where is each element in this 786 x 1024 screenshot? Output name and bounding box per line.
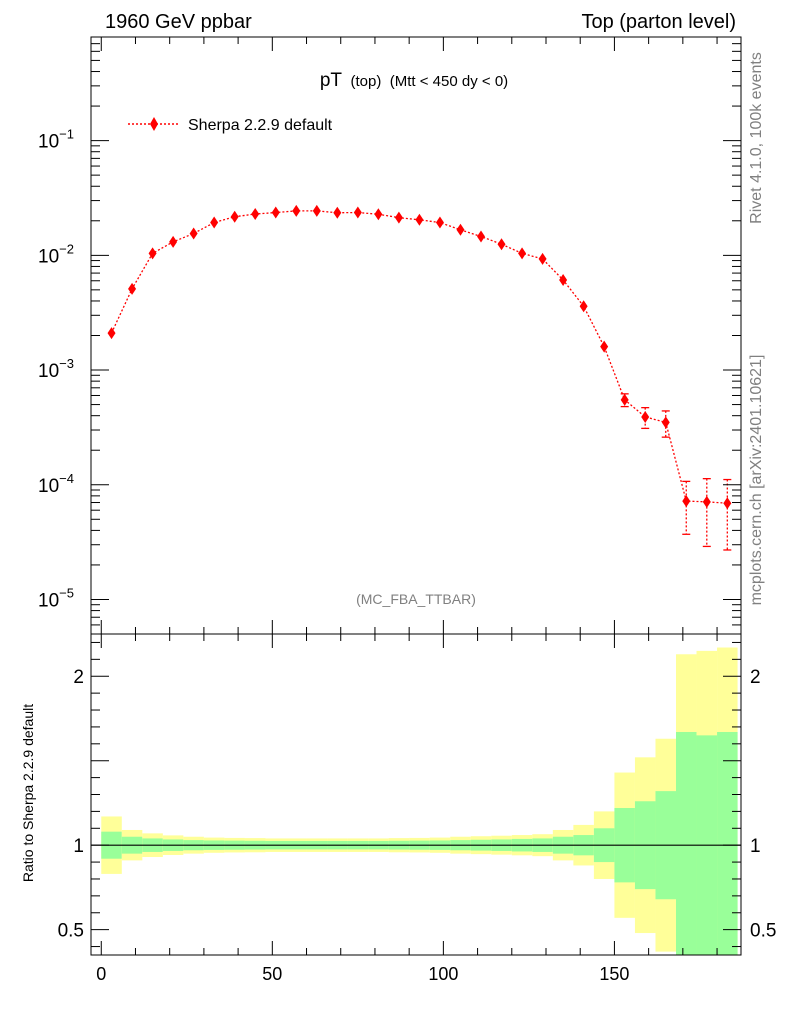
data-point — [251, 208, 260, 221]
ratio-panel-frame — [90, 633, 742, 956]
ratio-y-tick-label-right: 2 — [750, 667, 761, 688]
data-point — [189, 227, 198, 240]
x-tick-label: 150 — [599, 964, 629, 984]
data-point — [435, 216, 444, 229]
x-tick-label: 50 — [262, 964, 282, 984]
ratio-y-tick-label-right: 1 — [750, 836, 761, 857]
y-tick-label-base: 10 — [38, 246, 59, 267]
data-point — [230, 210, 239, 223]
data-point — [559, 273, 568, 286]
plot-title-main: pT — [320, 70, 343, 91]
data-point — [620, 393, 629, 406]
rivet-info-label: Rivet 4.1.0, 100k events — [748, 52, 765, 224]
plot-title-cond: (Mtt < 450 dy < 0) — [390, 73, 508, 90]
data-point — [374, 208, 383, 221]
ratio-y-tick-label: 2 — [73, 667, 84, 688]
data-point — [477, 230, 485, 243]
legend-label: Sherpa 2.2.9 default — [188, 117, 333, 134]
y-tick-label-exponent: −2 — [59, 241, 74, 256]
data-point — [148, 247, 157, 260]
data-point — [538, 252, 547, 265]
legend-diamond-marker — [150, 117, 158, 131]
header-energy-label: 1960 GeV ppbar — [105, 11, 252, 33]
plot-title-sub: (top) — [350, 73, 381, 90]
ratio-bands — [91, 647, 741, 955]
ratio-y-tick-label-right: 0.5 — [750, 921, 776, 942]
y-tick-label-exponent: −3 — [59, 356, 74, 371]
y-tick-label-base: 10 — [38, 590, 59, 611]
analysis-watermark: (MC_FBA_TTBAR) — [356, 591, 476, 607]
panel-frames — [90, 36, 742, 956]
main-series — [107, 204, 732, 551]
data-point — [333, 206, 342, 219]
y-tick-label-exponent: −4 — [59, 471, 74, 486]
x-tick-label: 0 — [96, 964, 106, 984]
data-point — [456, 223, 465, 236]
data-point — [292, 204, 301, 217]
series-connecting-line — [110, 210, 728, 504]
data-point — [169, 235, 178, 248]
y-tick-label: 10−5 — [38, 585, 74, 611]
plot-title: pT (top) (Mtt < 450 dy < 0) — [320, 70, 508, 91]
header-process-label: Top (parton level) — [581, 11, 736, 33]
y-tick-label-exponent: −1 — [59, 127, 74, 142]
data-point — [415, 213, 424, 226]
data-point — [600, 340, 609, 353]
ratio-band-inner — [676, 731, 697, 955]
y-tick-label-base: 10 — [38, 361, 59, 382]
data-point — [353, 206, 362, 219]
data-point — [579, 300, 588, 313]
data-point — [518, 247, 527, 260]
y-tick-label-base: 10 — [38, 132, 59, 153]
data-point — [723, 497, 732, 510]
data-point — [702, 495, 711, 508]
data-point — [107, 327, 116, 340]
y-tick-label-base: 10 — [38, 476, 59, 497]
data-point — [394, 211, 403, 224]
x-tick-label: 100 — [428, 964, 458, 984]
y-tick-label: 10−4 — [38, 471, 74, 497]
ratio-axis-label: Ratio to Sherpa 2.2.9 default — [20, 704, 36, 882]
data-point — [497, 238, 506, 251]
y-tick-label-exponent: −5 — [59, 585, 74, 600]
data-point — [210, 216, 219, 229]
ratio-y-tick-label: 1 — [73, 836, 84, 857]
y-tick-label: 10−1 — [38, 127, 74, 153]
data-point — [271, 206, 280, 219]
data-point — [128, 282, 137, 295]
mcplots-info-label: mcplots.cern.ch [arXiv:2401.10621] — [748, 355, 765, 606]
y-tick-label: 10−2 — [38, 241, 74, 267]
ratio-y-tick-label: 0.5 — [58, 921, 84, 942]
legend: Sherpa 2.2.9 default — [128, 117, 333, 134]
y-tick-label: 10−3 — [38, 356, 74, 382]
ratio-band-inner — [717, 731, 738, 955]
data-point — [312, 204, 321, 217]
data-point — [661, 416, 670, 429]
data-point — [682, 495, 691, 508]
data-point — [641, 410, 650, 423]
